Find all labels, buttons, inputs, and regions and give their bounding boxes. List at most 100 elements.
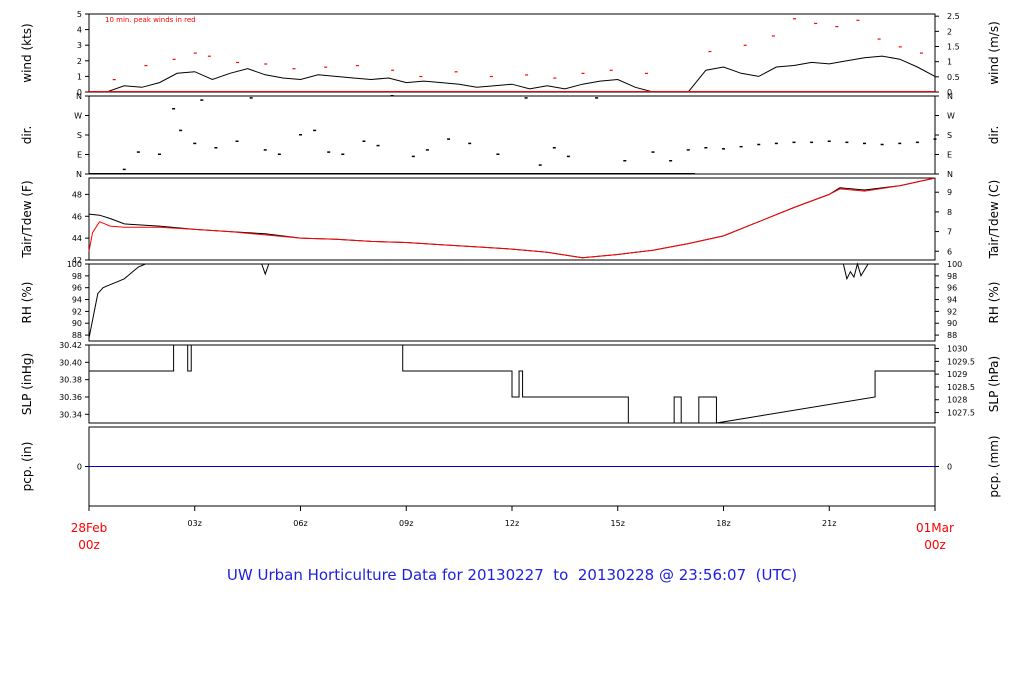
dir-point: [774, 142, 778, 145]
dir-point: [898, 142, 902, 145]
y-tick-label: 5: [77, 10, 82, 19]
y-tick-label: 30.38: [59, 376, 82, 385]
peak-wind-point: [898, 46, 902, 48]
y-tick-label: 0: [77, 463, 82, 472]
dir-point: [792, 141, 796, 144]
panel-frame: [88, 177, 936, 261]
dir-point: [468, 142, 472, 145]
peak-wind-point: [553, 77, 557, 79]
tdew-line: [88, 177, 936, 259]
y-tick-label-right: 1029.5: [947, 357, 975, 366]
y-tick-label: 1: [77, 72, 82, 81]
panel-frame: [88, 13, 936, 93]
y-tick-label-right: 7: [947, 228, 952, 237]
y-tick-label: 90: [72, 319, 82, 328]
y-tick-label: 4: [77, 26, 82, 35]
y-tick-label-right: N: [947, 92, 953, 101]
peak-wind-point: [644, 72, 648, 74]
dir-point: [447, 138, 451, 140]
peak-wind-point: [877, 38, 881, 40]
wind-speed-line: [89, 55, 936, 93]
peak-wind-point: [743, 44, 747, 46]
dir-point: [411, 155, 415, 158]
dir-point: [810, 141, 814, 144]
dir-point: [686, 149, 690, 151]
panel-slp: 30.34 30.36 30.38 30.40 30.42 1027.5 1028 1028.…: [20, 341, 1001, 424]
peak-wind-point: [771, 35, 775, 37]
y-tick-label: 94: [72, 296, 82, 305]
dir-point: [341, 153, 345, 155]
y-tick-label-right: 6: [947, 247, 952, 256]
dir-point: [880, 143, 884, 146]
dir-point: [214, 147, 218, 149]
rh-line: [88, 262, 935, 339]
dir-point: [722, 148, 725, 150]
y-tick-label: N: [76, 92, 82, 101]
peak-wind-point: [919, 52, 923, 54]
y-tick-label: 30.34: [59, 410, 82, 419]
peak-annotation: 10 min. peak winds in red: [105, 16, 196, 24]
panel-frame: [88, 344, 936, 424]
y-tick-label-right: S: [947, 131, 952, 140]
y-axis-label-right: SLP (hPa): [987, 356, 1001, 412]
dir-point: [263, 149, 267, 151]
y-tick-label-right: W: [947, 112, 955, 121]
y-tick-label-right: E: [947, 151, 952, 160]
dir-point: [390, 95, 394, 97]
dir-point: [669, 160, 673, 162]
dir-point: [179, 129, 183, 132]
y-tick-label-right: 1029: [947, 370, 967, 379]
x-start-date: 28Feb: [71, 521, 108, 535]
dir-point: [193, 142, 197, 145]
y-tick-label-right: 98: [947, 272, 957, 281]
y-tick-label-right: 0: [947, 463, 952, 472]
peak-wind-point: [144, 64, 148, 67]
y-tick-label-right: 0: [947, 88, 952, 97]
tair-line: [88, 177, 936, 259]
peak-wind-point: [112, 79, 116, 81]
x-tick-label: 21z: [822, 519, 836, 528]
y-axis-label: wind (kts): [20, 23, 34, 82]
y-tick-label: 100: [67, 260, 82, 269]
peak-wind-point: [793, 18, 796, 20]
y-tick-label: W: [74, 112, 82, 121]
dir-point: [235, 140, 239, 142]
y-tick-label: 48: [72, 190, 82, 199]
y-tick-label: 98: [72, 272, 82, 281]
dir-point: [299, 134, 302, 136]
dir-point: [136, 151, 140, 153]
y-tick-label-right: 2.5: [947, 12, 960, 21]
y-axis-label: SLP (inHg): [20, 353, 34, 415]
chart-title: UW Urban Horticulture Data for 20130227 …: [226, 566, 798, 584]
dir-point: [524, 97, 528, 99]
y-tick-label-right: 1: [947, 58, 952, 67]
y-tick-label: 42: [72, 256, 82, 265]
dir-point: [739, 145, 743, 148]
dir-point: [623, 160, 627, 162]
y-tick-label-right: 96: [947, 284, 957, 293]
peak-wind-point: [264, 63, 268, 65]
peak-wind-point: [419, 75, 423, 78]
y-tick-label: 92: [72, 307, 82, 316]
y-axis-label-right: dir.: [987, 126, 1001, 145]
peak-wind-point: [489, 75, 493, 78]
y-tick-label: 96: [72, 284, 82, 293]
y-tick-label-right: 1027.5: [947, 409, 975, 418]
dir-point: [327, 151, 331, 153]
peak-wind-point: [835, 25, 839, 28]
dir-point: [915, 141, 919, 144]
y-tick-label-right: 1.5: [947, 43, 960, 52]
y-tick-label: 0: [77, 88, 82, 97]
y-axis-label-right: Tair/Tdew (C): [987, 180, 1001, 260]
y-axis-label: Tair/Tdew (F): [20, 180, 34, 258]
x-tick-label: 03z: [188, 519, 202, 528]
y-tick-label: 44: [72, 234, 82, 243]
dir-point: [425, 149, 429, 151]
dir-point: [362, 140, 366, 142]
peak-wind-point: [454, 71, 458, 73]
y-tick-label: 3: [77, 41, 82, 50]
y-tick-label-right: 9: [947, 188, 952, 197]
peak-wind-point: [708, 50, 712, 53]
dir-point: [933, 138, 937, 140]
y-tick-label: N: [76, 170, 82, 179]
